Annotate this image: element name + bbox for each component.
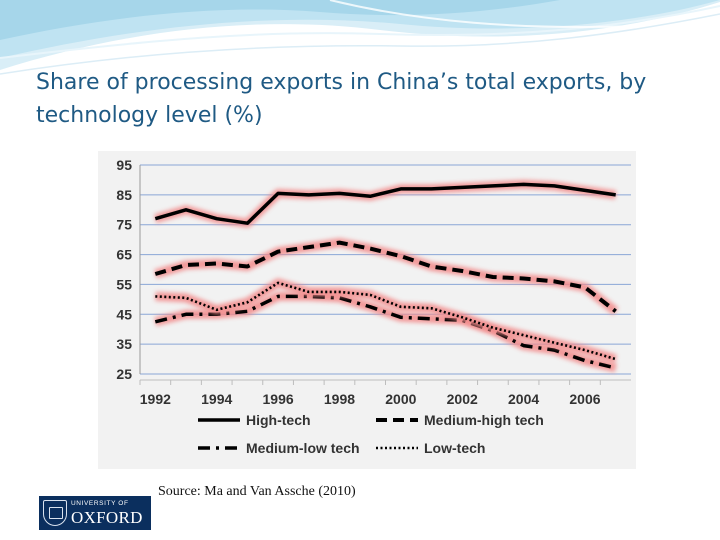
legend-label-1: High-tech bbox=[246, 412, 311, 428]
legend-label-2: Medium-high tech bbox=[424, 412, 544, 428]
y-tick-label: 55 bbox=[116, 276, 132, 292]
x-tick-label: 1994 bbox=[201, 391, 232, 407]
y-tick-label: 45 bbox=[116, 306, 132, 322]
crest-icon bbox=[43, 500, 67, 526]
chart-panel: 95 85 75 65 55 45 35 25 1992 1994 1996 1998 2000 200… bbox=[98, 151, 636, 469]
x-tick-label: 2000 bbox=[385, 391, 416, 407]
x-tick-label: 1992 bbox=[140, 391, 171, 407]
x-tick-label: 2002 bbox=[447, 391, 478, 407]
x-tick-label: 1998 bbox=[324, 391, 355, 407]
x-tick-label: 1996 bbox=[263, 391, 294, 407]
header-swoosh-decoration bbox=[0, 0, 720, 75]
series-line-1 bbox=[154, 182, 616, 225]
y-tick-label: 65 bbox=[116, 247, 132, 263]
series-glow-1 bbox=[154, 179, 617, 228]
line-chart: 95 85 75 65 55 45 35 25 1992 1994 1996 1998 2000 200… bbox=[116, 157, 631, 456]
y-tick-label: 85 bbox=[116, 187, 132, 203]
series-line-3 bbox=[154, 294, 617, 370]
university-logo: UNIVERSITY OF OXFORD bbox=[39, 496, 151, 530]
slide-title: Share of processing exports in China’s t… bbox=[36, 70, 647, 128]
y-tick-label: 75 bbox=[116, 217, 132, 233]
y-tick-label: 95 bbox=[116, 157, 132, 173]
series-line-2 bbox=[154, 240, 617, 313]
x-tick-label: 2004 bbox=[508, 391, 539, 407]
logo-line-2: OXFORD bbox=[71, 508, 143, 527]
series-glow-4 bbox=[155, 278, 617, 364]
source-citation: Source: Ma and Van Assche (2010) bbox=[158, 484, 356, 499]
legend-label-4: Low-tech bbox=[424, 440, 485, 456]
legend-label-3: Medium-low tech bbox=[246, 440, 360, 456]
logo-line-1: UNIVERSITY OF bbox=[71, 500, 129, 507]
y-tick-label: 25 bbox=[116, 366, 132, 382]
y-tick-label: 35 bbox=[116, 336, 132, 352]
x-tick-label: 2006 bbox=[569, 391, 600, 407]
